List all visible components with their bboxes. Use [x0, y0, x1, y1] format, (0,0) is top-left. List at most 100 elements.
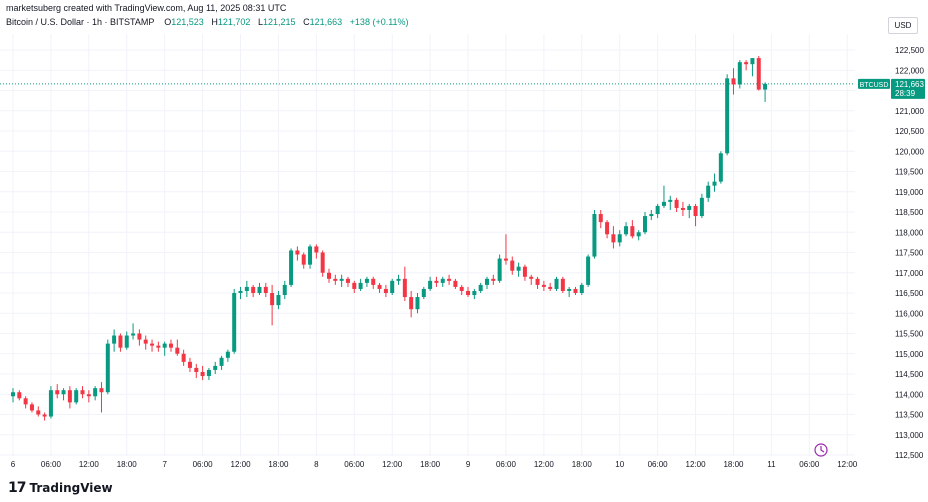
- candle[interactable]: [352, 280, 357, 293]
- candle[interactable]: [731, 68, 736, 95]
- candle[interactable]: [314, 244, 319, 259]
- candle[interactable]: [687, 203, 692, 219]
- candle[interactable]: [244, 280, 249, 298]
- candle[interactable]: [579, 282, 584, 296]
- tradingview-logo[interactable]: 17 TradingView: [8, 480, 113, 496]
- candle[interactable]: [263, 282, 268, 298]
- candle[interactable]: [737, 60, 742, 89]
- candle[interactable]: [36, 406, 41, 417]
- candle[interactable]: [396, 274, 401, 285]
- candle[interactable]: [472, 288, 477, 300]
- candle[interactable]: [105, 339, 110, 395]
- candle[interactable]: [415, 293, 420, 314]
- candle[interactable]: [459, 284, 464, 296]
- candle[interactable]: [440, 276, 445, 287]
- candle[interactable]: [169, 339, 173, 352]
- candle[interactable]: [598, 209, 603, 229]
- candle[interactable]: [390, 278, 395, 296]
- candle[interactable]: [358, 278, 363, 291]
- candle[interactable]: [643, 212, 647, 235]
- candle[interactable]: [181, 349, 186, 366]
- candle[interactable]: [586, 254, 591, 287]
- candle[interactable]: [497, 254, 502, 283]
- candle[interactable]: [48, 386, 53, 419]
- candle[interactable]: [503, 234, 508, 265]
- candle[interactable]: [156, 341, 161, 352]
- candle[interactable]: [560, 276, 565, 293]
- candle[interactable]: [383, 284, 388, 298]
- candle[interactable]: [744, 60, 749, 71]
- candle[interactable]: [421, 286, 426, 300]
- candle[interactable]: [206, 367, 211, 381]
- candle[interactable]: [112, 329, 117, 352]
- candle[interactable]: [674, 197, 679, 212]
- symbol-title[interactable]: Bitcoin / U.S. Dollar · 1h · BITSTAMP: [6, 17, 155, 27]
- candle[interactable]: [725, 74, 730, 156]
- candle[interactable]: [466, 286, 471, 298]
- candle[interactable]: [548, 282, 553, 291]
- candle[interactable]: [699, 193, 704, 219]
- candle[interactable]: [535, 276, 540, 289]
- candle[interactable]: [680, 201, 685, 217]
- candle[interactable]: [200, 365, 205, 381]
- candle[interactable]: [29, 402, 34, 413]
- candle[interactable]: [225, 349, 230, 362]
- candle[interactable]: [522, 264, 527, 281]
- candle[interactable]: [706, 181, 711, 202]
- candle[interactable]: [23, 396, 28, 409]
- candle[interactable]: [333, 274, 338, 285]
- candle[interactable]: [257, 282, 262, 296]
- candle[interactable]: [124, 331, 129, 350]
- candle[interactable]: [541, 280, 546, 291]
- candle[interactable]: [592, 209, 597, 259]
- candle[interactable]: [320, 250, 325, 277]
- candle[interactable]: [55, 384, 60, 399]
- candle[interactable]: [554, 276, 559, 291]
- candle[interactable]: [371, 276, 376, 289]
- candle[interactable]: [289, 248, 294, 287]
- candle[interactable]: [661, 185, 666, 208]
- candle[interactable]: [529, 274, 534, 285]
- candle[interactable]: [649, 209, 654, 221]
- candle[interactable]: [630, 220, 635, 239]
- candle[interactable]: [763, 82, 768, 103]
- candle[interactable]: [251, 284, 256, 298]
- candle[interactable]: [86, 390, 91, 403]
- candle[interactable]: [453, 278, 458, 289]
- candle[interactable]: [402, 266, 407, 302]
- candle[interactable]: [573, 286, 578, 296]
- candle[interactable]: [491, 274, 496, 285]
- candle[interactable]: [282, 280, 287, 300]
- candle[interactable]: [327, 268, 331, 283]
- candle[interactable]: [624, 222, 629, 237]
- candle[interactable]: [61, 388, 66, 401]
- candle[interactable]: [194, 363, 199, 379]
- candle[interactable]: [93, 386, 98, 401]
- candle[interactable]: [270, 284, 275, 326]
- candle[interactable]: [238, 286, 243, 300]
- candle[interactable]: [276, 290, 281, 310]
- candle[interactable]: [80, 386, 85, 399]
- candle[interactable]: [118, 333, 123, 352]
- candle[interactable]: [693, 203, 698, 227]
- candle[interactable]: [718, 151, 723, 184]
- candle[interactable]: [11, 388, 15, 403]
- candle[interactable]: [137, 329, 142, 346]
- candle[interactable]: [756, 56, 761, 91]
- candle[interactable]: [219, 355, 224, 370]
- candle[interactable]: [42, 412, 47, 421]
- candle[interactable]: [67, 386, 72, 409]
- candle[interactable]: [668, 195, 673, 210]
- candle[interactable]: [605, 220, 610, 239]
- candle[interactable]: [17, 390, 22, 401]
- candle[interactable]: [617, 230, 622, 247]
- candle[interactable]: [611, 226, 616, 249]
- candle[interactable]: [510, 256, 515, 275]
- candle[interactable]: [308, 244, 313, 269]
- candle[interactable]: [712, 173, 717, 192]
- candle[interactable]: [175, 339, 180, 356]
- candle[interactable]: [339, 274, 344, 287]
- alarm-clock-icon[interactable]: [814, 443, 828, 457]
- candle[interactable]: [364, 276, 369, 287]
